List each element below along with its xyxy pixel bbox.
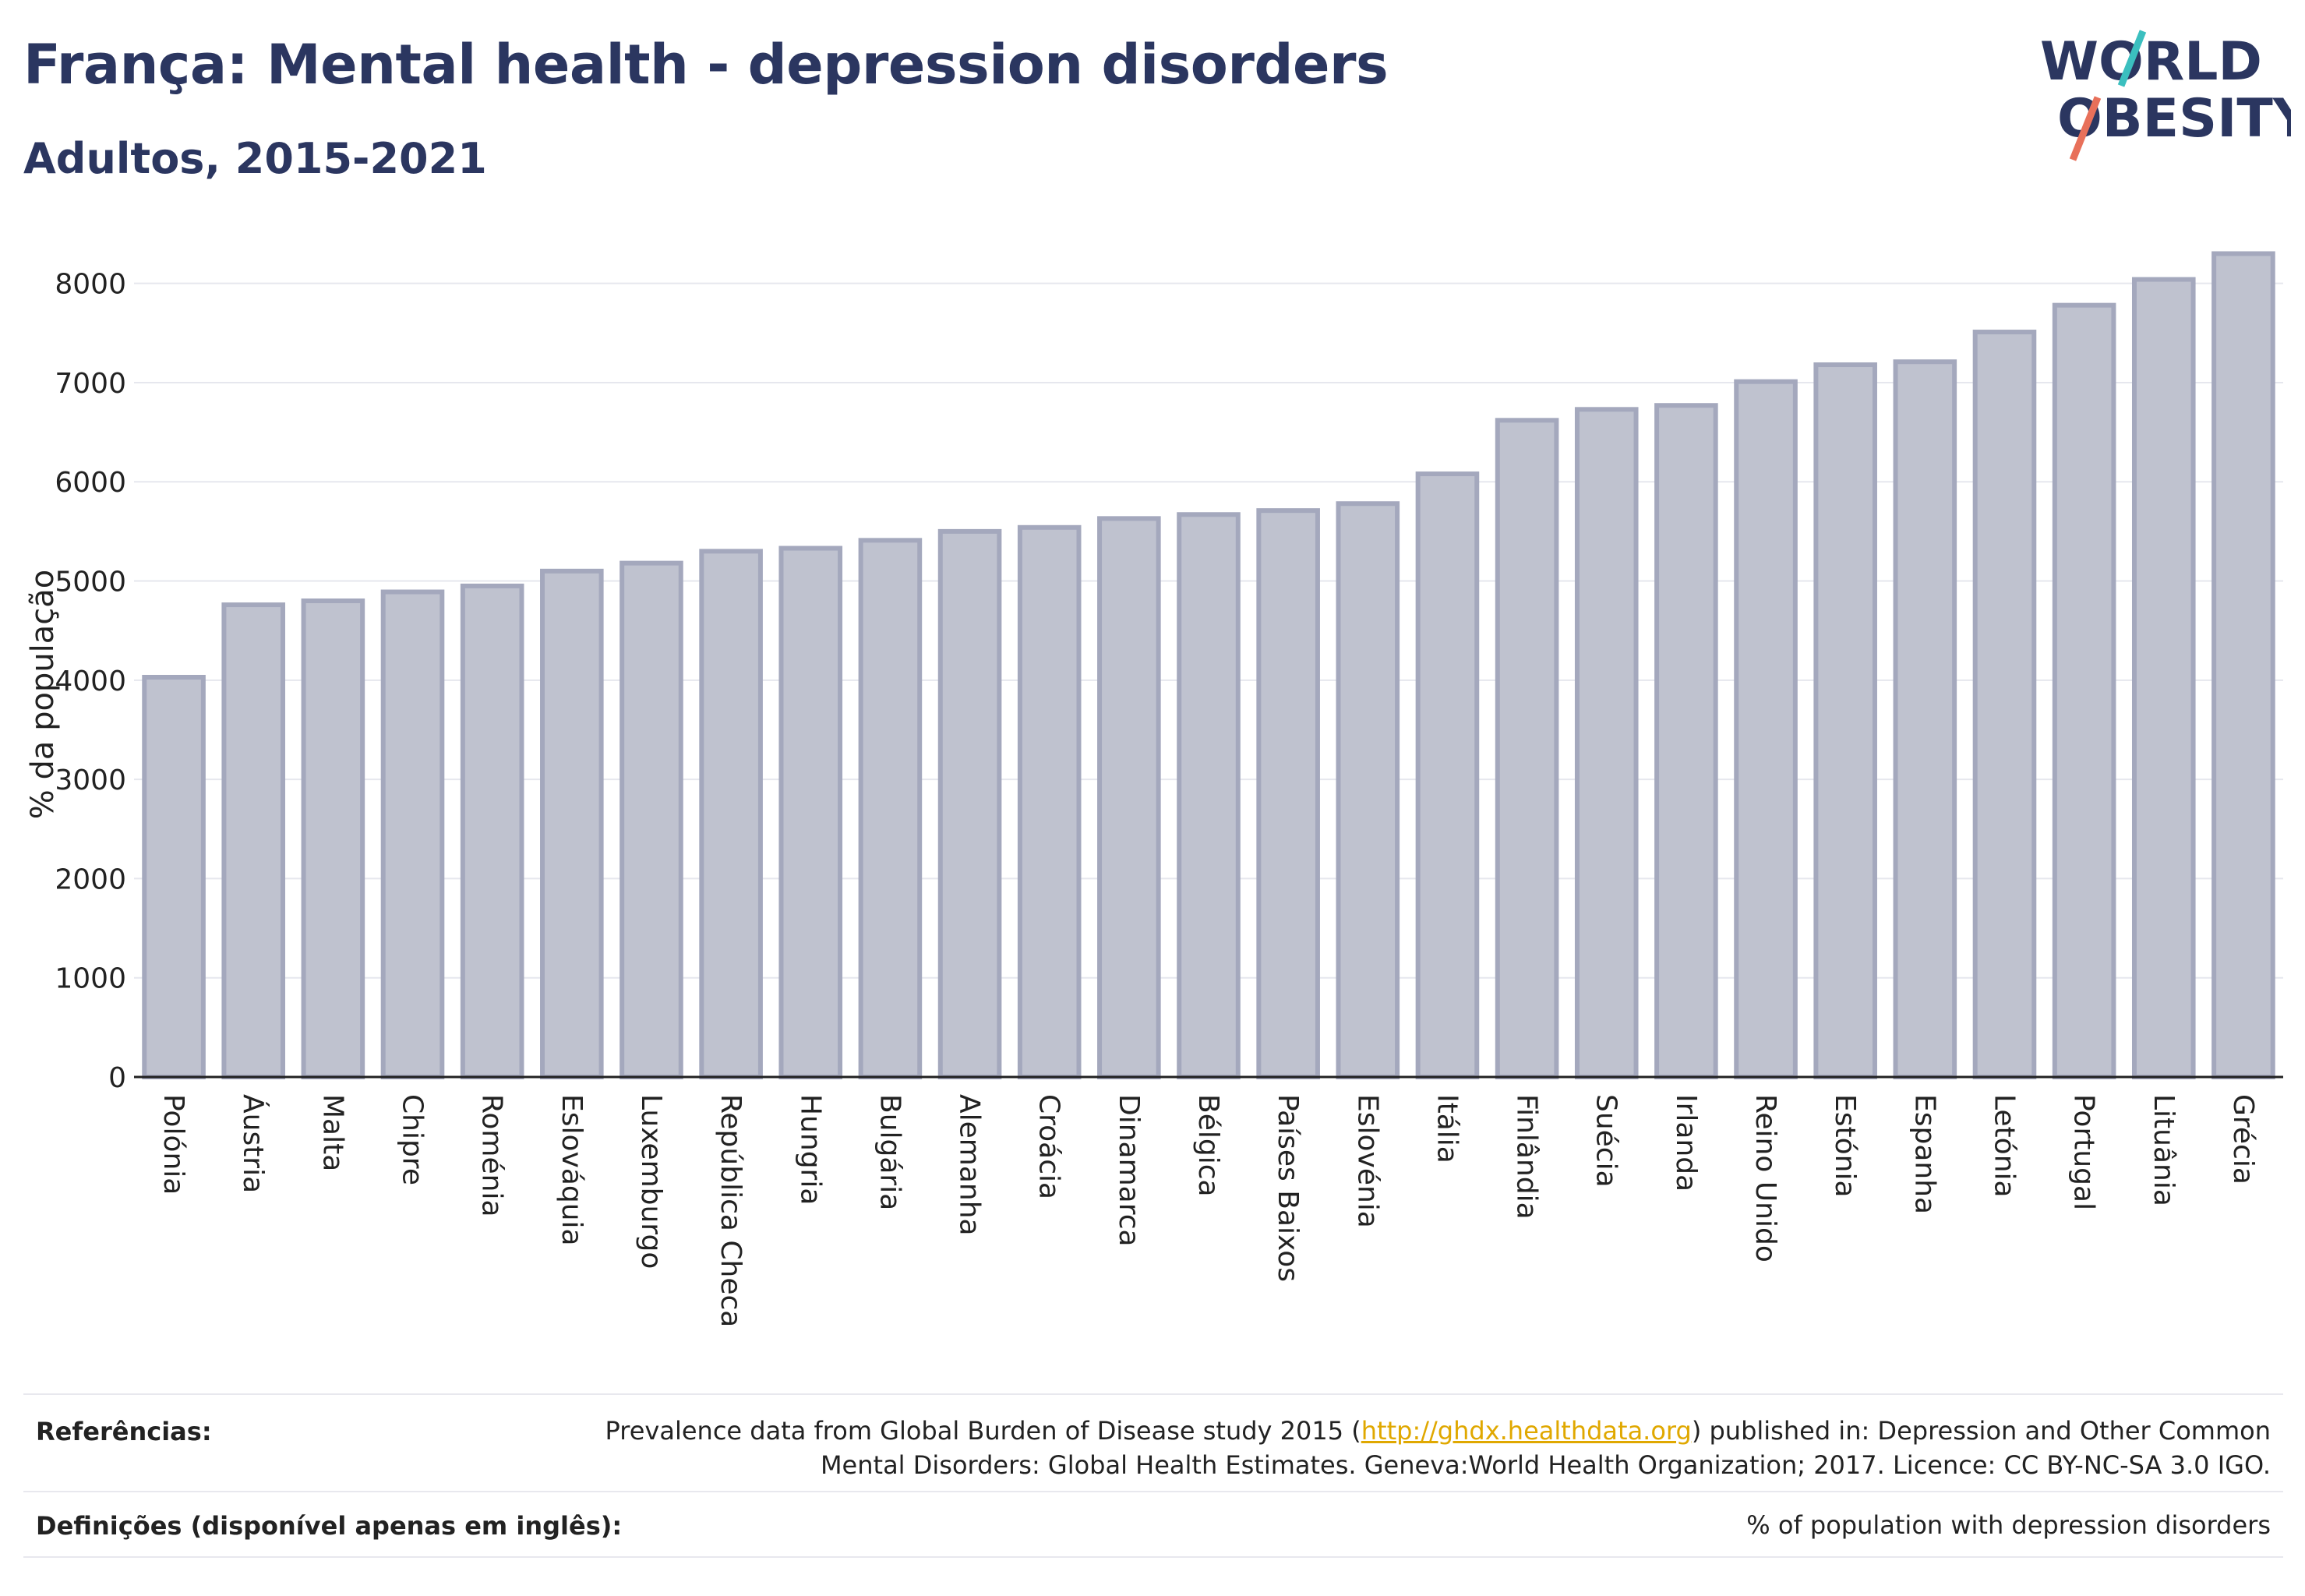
references-label: Referências: (36, 1417, 212, 1446)
x-tick-label: Croácia (1033, 1094, 1065, 1199)
x-tick-label: Letónia (1988, 1094, 2020, 1198)
references-text-part1: Prevalence data from Global Burden of Di… (605, 1416, 1361, 1446)
definitions-text: % of population with depression disorder… (1746, 1510, 2271, 1540)
y-tick-label: 0 (108, 1062, 126, 1094)
x-tick-label: Malta (316, 1094, 348, 1171)
x-tick-label: Alemanha (954, 1094, 986, 1236)
x-tick-label: Bélgica (1192, 1094, 1224, 1197)
x-tick-label: Grécia (2227, 1094, 2259, 1185)
x-tick-label: Bulgária (874, 1094, 905, 1210)
bar (619, 560, 683, 1079)
x-tick-label: Dinamarca (1113, 1094, 1145, 1247)
bar (380, 589, 445, 1079)
y-tick-label: 6000 (55, 467, 126, 499)
x-tick-label: Hungria (794, 1094, 826, 1205)
world-obesity-logo: WORLD OBESITY (2034, 23, 2305, 164)
bars (142, 251, 2275, 1080)
x-tick-label: Luxemburgo (635, 1094, 667, 1269)
bar (778, 546, 843, 1079)
bar (1097, 516, 1161, 1079)
references-text: Prevalence data from Global Burden of Di… (605, 1414, 2271, 1482)
definitions-label: Definições (disponível apenas em inglês)… (36, 1511, 623, 1541)
references-line-2: Mental Disorders: Global Health Estimate… (820, 1450, 2271, 1480)
bar (1495, 418, 1559, 1079)
bar-chart: 0 1000 2000 3000 4000 5000 6000 7000 8000 Polóni… (25, 251, 2283, 1327)
x-tick-label: Itália (1431, 1094, 1463, 1163)
bar (1415, 471, 1480, 1079)
bar (1336, 501, 1400, 1079)
x-tick-label: Espanha (1908, 1094, 1940, 1214)
y-tick-label: 3000 (55, 764, 126, 796)
references-text-part2: ) published in: Depression and Other Com… (1691, 1416, 2271, 1446)
chart-title: França: Mental health - depression disor… (23, 33, 1389, 97)
x-tick-label: Lituânia (2148, 1094, 2180, 1206)
x-tick-label: Irlanda (1670, 1094, 1702, 1192)
bar (301, 598, 365, 1079)
x-tick-label: Portugal (2068, 1094, 2100, 1210)
bar (221, 602, 286, 1079)
bar (699, 549, 763, 1079)
y-tick-label: 5000 (55, 567, 126, 598)
x-tick-label: Finlândia (1511, 1094, 1543, 1220)
bar (1813, 362, 1877, 1079)
x-tick-label: Eslováquia (556, 1094, 588, 1246)
logo-line1: WORLD (2040, 31, 2262, 93)
bar (1574, 407, 1639, 1079)
x-axis-labels: Polónia Áustria Malta Chipre Roménia Eslováqu… (157, 1094, 2259, 1327)
x-tick-label: Polónia (157, 1094, 189, 1195)
definitions-row: Definições (disponível apenas em inglês)… (23, 1491, 2283, 1558)
bar (1972, 330, 2037, 1079)
bar (1654, 403, 1718, 1079)
bar (2211, 251, 2275, 1079)
bar (142, 675, 206, 1079)
bar (1893, 359, 1957, 1079)
x-tick-label: Áustria (237, 1094, 270, 1193)
bar (1734, 379, 1798, 1080)
y-tick-label: 7000 (55, 368, 126, 400)
references-row: Referências: Prevalence data from Global… (23, 1393, 2283, 1492)
x-tick-label: Reino Unido (1749, 1094, 1781, 1262)
references-line-1: Prevalence data from Global Burden of Di… (605, 1414, 2271, 1448)
logo-accent-teal (2117, 30, 2147, 87)
bar (858, 538, 923, 1079)
y-tick-label: 1000 (55, 963, 126, 995)
x-tick-label: Chipre (397, 1094, 429, 1185)
bar (937, 528, 1002, 1079)
y-axis-ticks: 0 1000 2000 3000 4000 5000 6000 7000 8000 (55, 269, 126, 1094)
bar (1256, 508, 1320, 1079)
bar (1177, 512, 1241, 1079)
bar (460, 583, 524, 1079)
y-tick-label: 4000 (55, 666, 126, 697)
x-tick-label: República Checa (715, 1094, 747, 1327)
y-tick-label: 2000 (55, 863, 126, 895)
references-link[interactable]: http://ghdx.healthdata.org (1361, 1416, 1692, 1446)
x-tick-label: Eslovénia (1351, 1094, 1383, 1228)
y-tick-label: 8000 (55, 269, 126, 301)
bar (540, 568, 604, 1079)
x-tick-label: Estónia (1829, 1094, 1861, 1198)
x-tick-label: Roménia (476, 1094, 508, 1217)
logo-graphic: WORLD OBESITY (2040, 30, 2305, 161)
chart-subtitle: Adultos, 2015-2021 (23, 134, 487, 183)
x-tick-label: Países Baixos (1272, 1094, 1304, 1282)
logo-accent-coral (2069, 96, 2102, 161)
y-axis-title: % da população (25, 570, 61, 820)
bar (2131, 277, 2196, 1079)
x-tick-label: Suécia (1590, 1094, 1622, 1188)
bar (1017, 524, 1082, 1079)
bar (2052, 302, 2116, 1079)
